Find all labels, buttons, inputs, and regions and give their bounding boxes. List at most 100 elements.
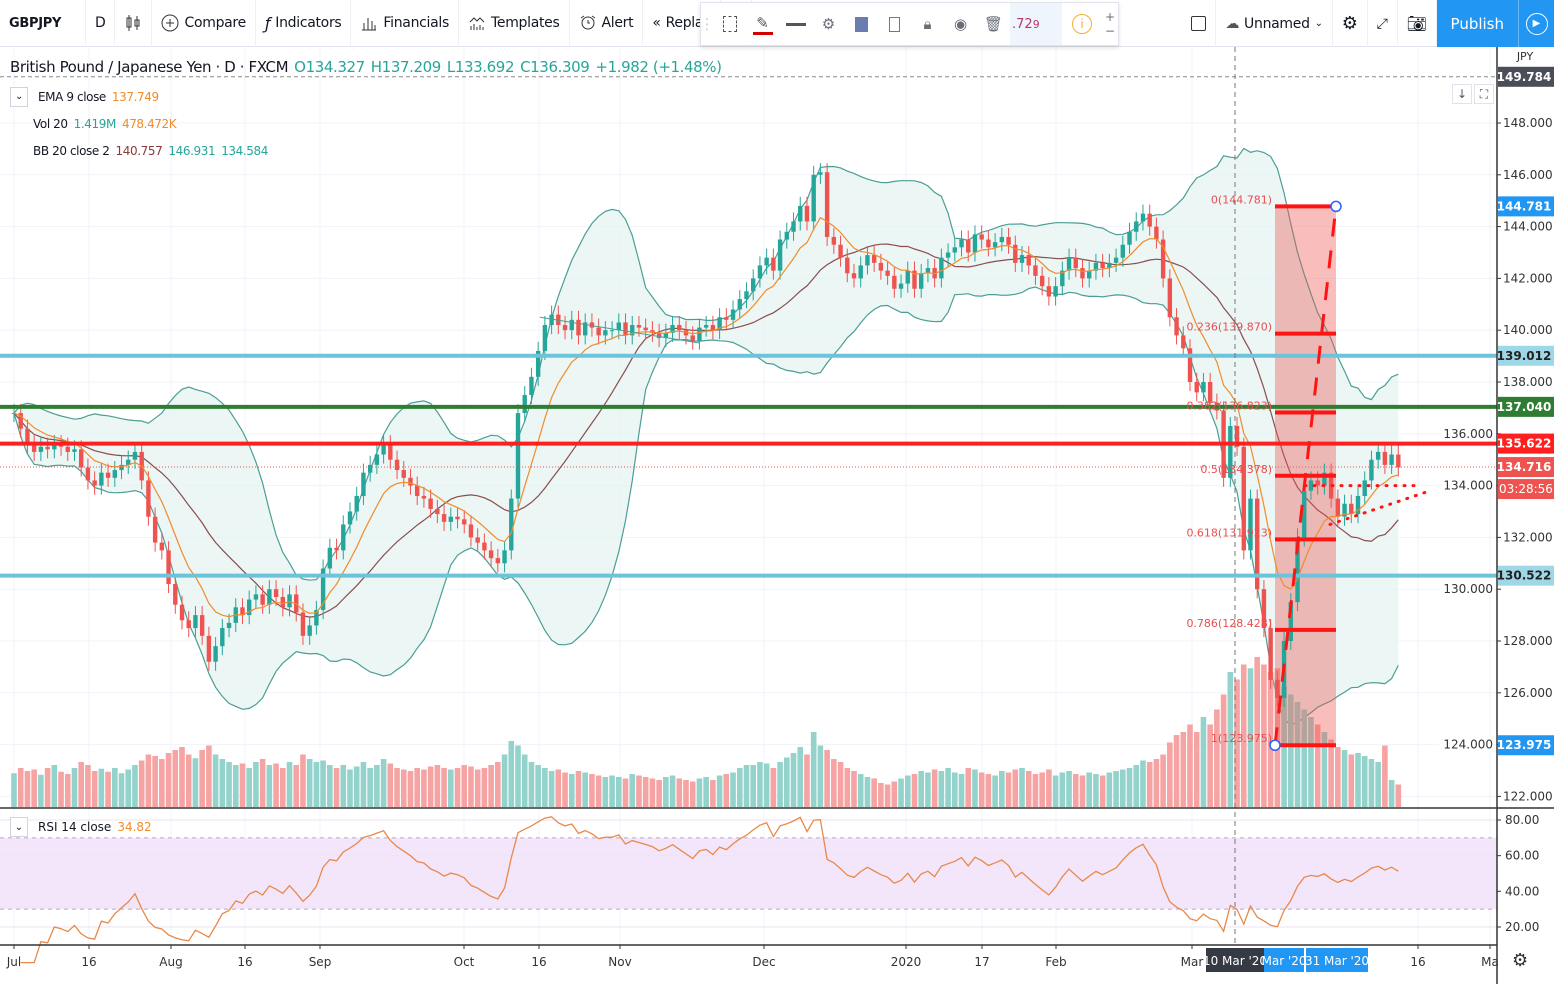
indicators-button[interactable]: ƒ Indicators (256, 0, 352, 47)
financials-label: Financials (383, 15, 450, 31)
time-tick-label: Feb (1045, 955, 1066, 969)
info-button[interactable]: i (1062, 3, 1102, 45)
volume-bar (515, 745, 521, 807)
compare-button[interactable]: Compare (152, 0, 256, 47)
candle-body (865, 255, 870, 266)
candle-body (925, 268, 931, 274)
line-color-button[interactable]: ✎ (746, 3, 779, 45)
volume-bar (958, 774, 965, 807)
rsi-legend[interactable]: ⌄ RSI 14 close 34.82 (10, 817, 152, 837)
candle-body (247, 599, 252, 616)
delete-button[interactable]: 🗑︎ (977, 3, 1010, 45)
volume-bar (616, 777, 622, 807)
fill-button[interactable] (845, 3, 878, 45)
candle-body (878, 262, 884, 271)
candle-body (1006, 236, 1011, 245)
chart-legend: British Pound / Japanese Yen · D · FXCM … (10, 57, 722, 164)
symbol-label: GBPJPY (9, 15, 62, 31)
volume-bar (972, 769, 978, 807)
volume-bar (1106, 772, 1113, 807)
symbol-search[interactable]: GBPJPY (0, 0, 86, 47)
volume-bar (1247, 668, 1254, 807)
chevron-down-icon: ⌄ (1314, 18, 1323, 29)
volume-bar (1005, 772, 1012, 807)
volume-bar (656, 780, 662, 807)
alert-button[interactable]: Alert (570, 0, 644, 47)
volume-bar (427, 766, 434, 807)
candle-body (388, 444, 393, 460)
auto-scale-button[interactable]: ⛶ (1474, 84, 1494, 104)
time-tick-label: 16 (237, 955, 252, 969)
volume-bar (407, 771, 414, 807)
volume-bar (1234, 679, 1240, 807)
candle-body (1013, 244, 1018, 263)
candle-body (186, 620, 191, 629)
price-tick-label: 130.000 (1443, 582, 1493, 596)
volume-bar (387, 763, 394, 807)
replay-label: Replay (665, 15, 712, 31)
financials-button[interactable]: Financials (351, 0, 460, 47)
candle-body (394, 459, 400, 471)
time-tick-label: 17 (974, 955, 989, 969)
candle-body (1053, 286, 1058, 297)
candle-body (764, 257, 769, 266)
candle-body (1241, 446, 1246, 551)
snapshot-button[interactable]: 📷︎ (1398, 0, 1437, 47)
bb-lower-value: 134.584 (221, 143, 269, 158)
volume-bar (992, 775, 998, 807)
chart-settings-button[interactable]: ⚙ (1333, 0, 1368, 47)
drag-handle[interactable]: ⋮ (699, 15, 715, 33)
candle-body (132, 451, 138, 460)
volume-legend[interactable]: Vol 20 1.419M 478.472K (10, 110, 722, 137)
lock-button[interactable]: 🔒︎ (911, 3, 944, 45)
ema-legend[interactable]: ⌄ EMA 9 close 137.749 (10, 83, 722, 110)
publish-button[interactable]: Publish (1436, 0, 1518, 47)
candle-body (992, 242, 998, 248)
plus-icon[interactable]: + (1104, 10, 1116, 24)
candle-body (757, 265, 763, 279)
candle-body (892, 275, 897, 289)
info-icon: i (1072, 14, 1092, 34)
volume-bar (246, 768, 252, 807)
volume-bar (535, 765, 541, 807)
templates-button[interactable]: Templates (459, 0, 570, 47)
collapse-chevron-icon[interactable]: ⌄ (10, 817, 28, 837)
chart-type-button[interactable] (115, 0, 153, 47)
scroll-to-latest-button[interactable]: ↓ (1452, 84, 1472, 104)
time-axis-settings-button[interactable]: ⚙ (1512, 950, 1528, 971)
candle-body (179, 604, 185, 621)
settings-button[interactable]: ⚙ (812, 3, 845, 45)
current-price-badge (1498, 457, 1554, 478)
select-tool-button[interactable] (713, 3, 746, 45)
candle-body (1234, 426, 1240, 447)
candle-body (1255, 498, 1260, 590)
line-style-button[interactable] (779, 3, 812, 45)
clone-button[interactable] (878, 3, 911, 45)
candle-body (448, 516, 453, 522)
fullscreen-button[interactable]: ⤢ (1368, 0, 1398, 47)
candle-body (334, 547, 339, 551)
price-tick-label: 144.000 (1503, 220, 1553, 234)
time-tick-label: Sep (309, 955, 332, 969)
candle-body (1194, 382, 1199, 393)
layout-button[interactable]: ☁︎ Unnamed ⌄ (1216, 0, 1333, 47)
time-tick-label: 16 (1410, 955, 1425, 969)
candle-body (683, 330, 689, 336)
zoom-buttons[interactable]: + − (1102, 3, 1118, 45)
volume-bar (1193, 732, 1200, 807)
multi-chart-button[interactable] (1182, 0, 1217, 47)
collapse-chevron-icon[interactable]: ⌄ (10, 86, 28, 107)
price-tick-label: 146.000 (1503, 168, 1553, 182)
candle-body (1046, 286, 1052, 297)
interval-button[interactable]: D (86, 0, 116, 47)
volume-bar (609, 775, 615, 807)
visibility-button[interactable]: ◉ (944, 3, 977, 45)
minus-icon[interactable]: − (1104, 24, 1116, 38)
volume-bar (501, 754, 508, 807)
volume-bar (78, 762, 84, 807)
volume-bar (1126, 768, 1133, 807)
bb-legend[interactable]: BB 20 close 2 140.757 146.931 134.584 (10, 137, 722, 164)
stream-button[interactable]: ▶ (1518, 0, 1554, 47)
volume-bar (1227, 672, 1234, 807)
